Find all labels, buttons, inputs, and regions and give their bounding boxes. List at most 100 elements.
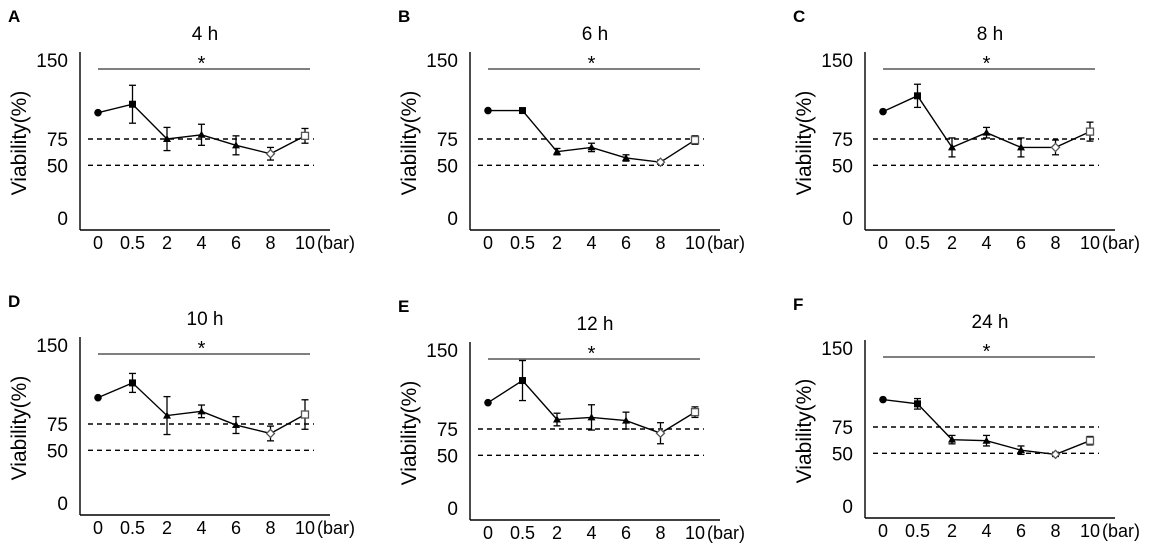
x-tick-label: 10 (1080, 521, 1100, 541)
chart-title: 6 h (582, 24, 608, 45)
x-tick-label: 8 (655, 233, 665, 253)
chart-panel-f: F 24 h Viability(%)150 75 50 0 0 0.5 2 4 6 8 10 (bar)… (793, 295, 1140, 541)
x-tick-label: 8 (1050, 521, 1060, 541)
data-point (948, 143, 956, 151)
y-tick-label: 150 (426, 341, 458, 362)
data-point (690, 135, 700, 145)
data-point (300, 410, 310, 419)
y-tick-label: 150 (426, 51, 458, 72)
y-tick-label: 75 (47, 415, 68, 436)
y-tick-label: 50 (832, 444, 853, 465)
x-unit-label: (bar) (317, 233, 355, 253)
chart-panel-c: C 8 h Viability(%)150 75 50 0 0 0.5 2 4 6 8 10 (bar) * (793, 7, 1140, 253)
panel-letter: C (793, 7, 805, 26)
x-tick-label: 4 (586, 523, 596, 543)
x-tick-label: 4 (981, 521, 991, 541)
data-point (1050, 449, 1061, 460)
data-point (1017, 143, 1025, 151)
x-unit-label: (bar) (317, 518, 355, 538)
x-unit-label: (bar) (707, 233, 745, 253)
y-axis-label: Viability(%) (8, 91, 31, 196)
y-tick-label: 75 (437, 420, 458, 441)
data-point (94, 393, 102, 402)
significance-star: * (588, 53, 596, 75)
x-tick-label: 10 (295, 233, 315, 253)
y-tick-label: 50 (832, 156, 853, 177)
data-point (1085, 436, 1095, 445)
x-tick-label: 2 (162, 518, 172, 538)
data-point (982, 128, 991, 136)
y-axis-label: Viability(%) (398, 381, 421, 486)
y-axis-label: Viability(%) (793, 91, 816, 196)
x-tick-label: 0 (93, 233, 103, 253)
x-tick-label: 8 (1050, 233, 1060, 253)
significance-star: * (198, 53, 206, 75)
x-tick-label: 2 (552, 233, 562, 253)
data-point (948, 435, 956, 443)
data-point (197, 130, 206, 138)
y-tick-label: 150 (821, 339, 853, 360)
y-tick-label: 150 (821, 51, 853, 72)
data-point (232, 421, 240, 429)
data-point (197, 407, 206, 415)
data-point (622, 153, 630, 161)
panel-letter: A (8, 7, 20, 26)
data-point (587, 143, 596, 151)
data-point (655, 428, 666, 439)
x-unit-label: (bar) (707, 523, 745, 543)
x-tick-label: 4 (196, 233, 206, 253)
data-point (655, 157, 666, 168)
chart-title: 8 h (977, 24, 1003, 45)
panel-letter: B (398, 7, 410, 26)
data-point (1017, 446, 1025, 454)
x-tick-label: 0.5 (120, 233, 145, 253)
y-tick-label: 75 (437, 130, 458, 151)
y-tick-label: 0 (842, 497, 853, 518)
data-point (129, 379, 136, 387)
y-tick-label: 0 (57, 494, 68, 515)
y-tick-label: 0 (447, 209, 458, 230)
data-point (484, 398, 492, 407)
data-point (879, 395, 887, 404)
y-axis-label: Viability(%) (793, 379, 816, 484)
data-point (265, 428, 276, 439)
x-tick-label: 4 (196, 518, 206, 538)
data-point (129, 100, 136, 108)
x-tick-label: 10 (685, 233, 705, 253)
x-tick-label: 4 (981, 233, 991, 253)
data-point (879, 107, 887, 116)
data-point (587, 413, 596, 421)
significance-star: * (588, 343, 596, 365)
y-tick-label: 0 (842, 209, 853, 230)
chart-title: 12 h (577, 314, 614, 335)
x-tick-label: 10 (1080, 233, 1100, 253)
y-tick-label: 50 (437, 446, 458, 467)
significance-star: * (983, 341, 991, 363)
x-tick-label: 0.5 (510, 233, 535, 253)
panel-letter: D (8, 292, 20, 311)
x-tick-label: 0 (878, 521, 888, 541)
data-point (265, 148, 276, 159)
chart-panel-a: A 4 h Viability(%)150 75 50 0 0 0.5 2 4 6 8 10 (bar) * (8, 7, 355, 253)
chart-title: 4 h (192, 24, 218, 45)
chart-panel-e: E 12 h Viability(%)150 75 50 0 0 0.5 2 4 6 8 10 (bar)… (398, 297, 745, 543)
data-point (622, 416, 630, 424)
panel-letter: F (793, 295, 803, 314)
x-tick-label: 10 (685, 523, 705, 543)
x-tick-label: 0.5 (905, 233, 930, 253)
x-tick-label: 2 (947, 233, 957, 253)
significance-star: * (198, 338, 206, 360)
data-point (519, 107, 526, 115)
data-point (914, 92, 921, 100)
y-tick-label: 75 (832, 418, 853, 439)
x-tick-label: 0 (878, 233, 888, 253)
data-point (1050, 142, 1061, 153)
y-tick-label: 75 (47, 130, 68, 151)
y-tick-label: 50 (47, 441, 68, 462)
y-tick-label: 50 (437, 156, 458, 177)
chart-title: 10 h (187, 309, 224, 330)
x-tick-label: 2 (552, 523, 562, 543)
x-tick-label: 0 (483, 233, 493, 253)
data-point (553, 415, 561, 423)
